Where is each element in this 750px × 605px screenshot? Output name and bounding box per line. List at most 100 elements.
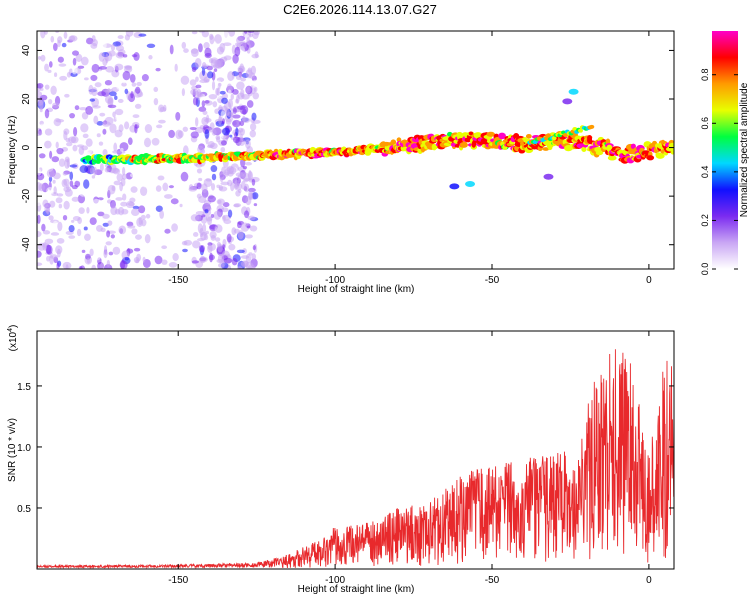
heatmap-noise-blob xyxy=(204,100,210,104)
heatmap-noise-blob xyxy=(111,185,116,192)
heatmap-noise-blob xyxy=(244,210,250,219)
heatmap-noise-blob xyxy=(234,46,241,57)
heatmap-noise-blob xyxy=(204,209,209,214)
heatmap-noise-blob xyxy=(124,88,129,95)
heatmap-noise-blob xyxy=(174,63,178,72)
heatmap-noise-blob xyxy=(102,149,108,156)
heatmap-noise-blob xyxy=(220,110,226,119)
heatmap-noise-blob xyxy=(105,241,112,246)
heatmap-ridge-blob xyxy=(468,131,474,136)
heatmap-noise-blob xyxy=(85,37,94,45)
heatmap-noise-blob xyxy=(108,251,114,256)
heatmap-noise-blob xyxy=(53,220,59,227)
heatmap-noise-blob xyxy=(214,34,222,44)
heatmap-noise-blob xyxy=(155,185,162,192)
heatmap-noise-blob xyxy=(84,233,91,241)
heatmap-noise-blob xyxy=(235,172,245,178)
heatmap-noise-blob xyxy=(221,97,228,104)
heatmap-noise-blob xyxy=(114,129,123,138)
heatmap-noise-blob xyxy=(56,262,60,269)
snr-x-tick-label: 0 xyxy=(646,575,652,586)
heatmap-noise-blob xyxy=(191,31,198,35)
heatmap-noise-blob xyxy=(92,198,102,205)
heatmap-noise-blob xyxy=(193,231,199,237)
heatmap-noise-blob xyxy=(131,228,138,235)
heatmap-branch-blob xyxy=(577,128,583,133)
snr-x-axis-label: Height of straight line (km) xyxy=(298,584,415,595)
heatmap-noise-blob xyxy=(48,61,53,68)
heatmap-noise-blob xyxy=(195,76,199,82)
heatmap-noise-blob xyxy=(246,37,251,46)
heatmap-noise-blob xyxy=(98,141,104,146)
heatmap-noise-blob xyxy=(201,183,208,194)
heatmap-noise-blob xyxy=(251,253,256,261)
heatmap-noise-blob xyxy=(237,65,246,73)
heatmap-noise-blob xyxy=(100,227,106,233)
heatmap-noise-blob xyxy=(73,126,78,137)
heatmap-noise-blob xyxy=(59,75,68,81)
heatmap-noise-blob xyxy=(232,88,239,95)
colorbar-tick-label: 0.8 xyxy=(700,68,710,81)
heatmap-noise-blob xyxy=(227,71,235,82)
heatmap-noise-blob xyxy=(120,147,124,152)
colorbar-ticks: 0.0 0.2 0.4 0.6 0.8 xyxy=(700,68,738,275)
heatmap-noise-blob xyxy=(207,195,216,203)
heatmap-noise-blob xyxy=(46,186,54,196)
heatmap-noise-blob xyxy=(241,115,246,123)
heatmap-noise-blob xyxy=(57,56,64,63)
heatmap-noise-blob xyxy=(180,171,189,182)
heatmap-noise-blob xyxy=(129,172,138,178)
heatmap-noise-blob xyxy=(76,177,84,182)
heatmap-noise-blob xyxy=(116,173,123,182)
heatmap-noise-blob xyxy=(229,134,233,138)
heatmap-noise-blob xyxy=(110,234,115,239)
heatmap-noise-blob xyxy=(79,107,88,111)
heatmap-noise-blob xyxy=(121,82,127,87)
heatmap-noise-blob xyxy=(206,65,213,71)
snr-x-tick-label: -100 xyxy=(325,575,345,586)
heatmap-noise-blob xyxy=(78,207,85,215)
heatmap-noise-blob xyxy=(231,258,238,266)
heatmap-noise-blob xyxy=(69,35,76,42)
heatmap-noise-blob xyxy=(218,104,223,111)
heatmap-noise-blob xyxy=(227,89,232,95)
heatmap-noise-blob xyxy=(182,248,188,253)
heatmap-noise-blob xyxy=(90,113,94,122)
heatmap-noise-blob xyxy=(134,123,138,134)
heatmap-noise-blob xyxy=(91,87,98,97)
heatmap-noise-blob xyxy=(254,51,259,59)
heatmap-noise-blob xyxy=(146,69,151,73)
heatmap-noise-blob xyxy=(235,127,239,137)
heatmap-noise-blob xyxy=(125,65,132,71)
colorbar xyxy=(712,31,738,269)
heatmap-noise-blob xyxy=(239,133,243,139)
heatmap-noise-blob xyxy=(69,180,74,188)
heatmap-noise-blob xyxy=(247,215,256,221)
heatmap-ridge-blob xyxy=(486,131,496,137)
heatmap-noise-blob xyxy=(117,98,124,104)
heatmap-noise-blob xyxy=(115,197,123,201)
heatmap-noise-blob xyxy=(217,199,222,204)
heatmap-noise-blob xyxy=(136,81,142,87)
heatmap-isolated-blob xyxy=(568,88,579,95)
heatmap-noise-blob xyxy=(242,172,250,183)
heatmap-noise-blob xyxy=(63,128,70,135)
heatmap-noise-blob xyxy=(168,129,176,139)
heatmap-noise-blob xyxy=(252,245,256,251)
heatmap-noise-blob xyxy=(213,210,222,220)
heatmap-noise-blob xyxy=(109,123,117,134)
heatmap-noise-blob xyxy=(109,91,117,97)
heatmap-noise-blob xyxy=(50,35,55,43)
heatmap-noise-blob xyxy=(69,112,76,119)
heatmap-noise-blob xyxy=(84,45,93,55)
heatmap-noise-blob xyxy=(47,69,52,74)
heatmap-noise-blob xyxy=(122,193,127,201)
heatmap-x-tick-label: -150 xyxy=(168,275,188,286)
snr-axes: -150 -100 -50 0 0.5 1.0 1.5 xyxy=(17,331,674,586)
heatmap-noise-blob xyxy=(103,248,108,259)
heatmap-noise-blob xyxy=(121,173,128,180)
heatmap-noise-blob xyxy=(192,240,201,249)
heatmap-noise-blob xyxy=(250,65,257,75)
heatmap-branch-blob xyxy=(589,124,595,129)
colorbar-tick-label: 0.6 xyxy=(700,117,710,130)
